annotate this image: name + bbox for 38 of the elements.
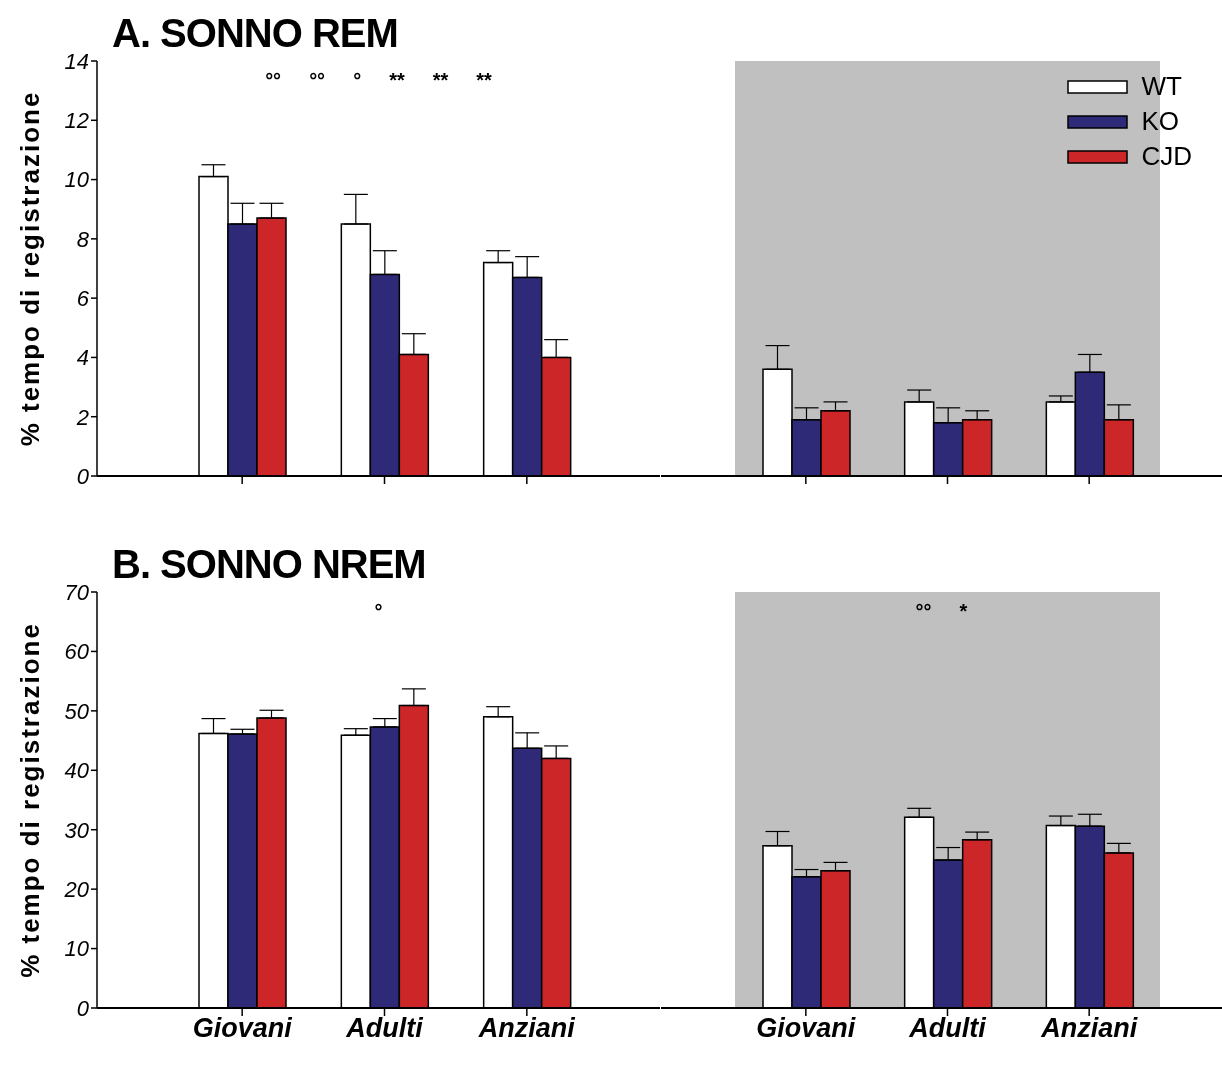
y-tick-label: 0 — [76, 995, 90, 1021]
annotation: * — [959, 600, 968, 623]
y-tick-label: 50 — [64, 698, 90, 724]
annotation: ** — [389, 69, 405, 92]
annotation: °° — [915, 600, 932, 623]
y-axis-title: % tempo di registrazione — [15, 622, 45, 978]
annotation: ** — [476, 69, 492, 92]
x-tick-label: Adulti — [345, 1013, 424, 1044]
annotation: ° — [374, 600, 383, 623]
y-tick-label: 2 — [75, 404, 89, 430]
y-axis-title: % tempo di registrazione — [15, 90, 45, 447]
y-tick-label: 70 — [64, 579, 90, 605]
annotation: ** — [432, 69, 449, 92]
y-tick-label: 30 — [64, 817, 90, 843]
y-tick-label: 4 — [76, 345, 89, 371]
y-tick-label: 60 — [64, 639, 90, 665]
x-tick-label: Anziani — [1040, 1013, 1138, 1044]
legend-label: WT — [1141, 71, 1182, 102]
annotation: °° — [309, 69, 326, 92]
chart-title: B. SONNO NREM — [112, 542, 426, 586]
legend-label: KO — [1141, 106, 1180, 137]
x-tick-label: Giovani — [192, 1013, 293, 1044]
legend-label: CJD — [1141, 141, 1192, 172]
x-tick-label: Giovani — [756, 1013, 856, 1044]
y-tick-label: 40 — [64, 758, 90, 784]
y-tick-label: 10 — [64, 167, 90, 193]
x-tick-label: Anziani — [477, 1013, 576, 1044]
chart-title: A. SONNO REM — [112, 11, 398, 55]
x-tick-label: Adulti — [908, 1013, 987, 1044]
annotation: °° — [265, 69, 282, 92]
annotation: ° — [353, 69, 362, 92]
y-tick-label: 20 — [63, 876, 90, 902]
y-tick-label: 6 — [76, 285, 90, 311]
y-tick-label: 0 — [76, 463, 90, 489]
y-tick-label: 14 — [64, 48, 89, 74]
y-tick-label: 12 — [64, 108, 89, 134]
y-tick-label: 10 — [64, 936, 90, 962]
y-tick-label: 8 — [76, 226, 90, 252]
